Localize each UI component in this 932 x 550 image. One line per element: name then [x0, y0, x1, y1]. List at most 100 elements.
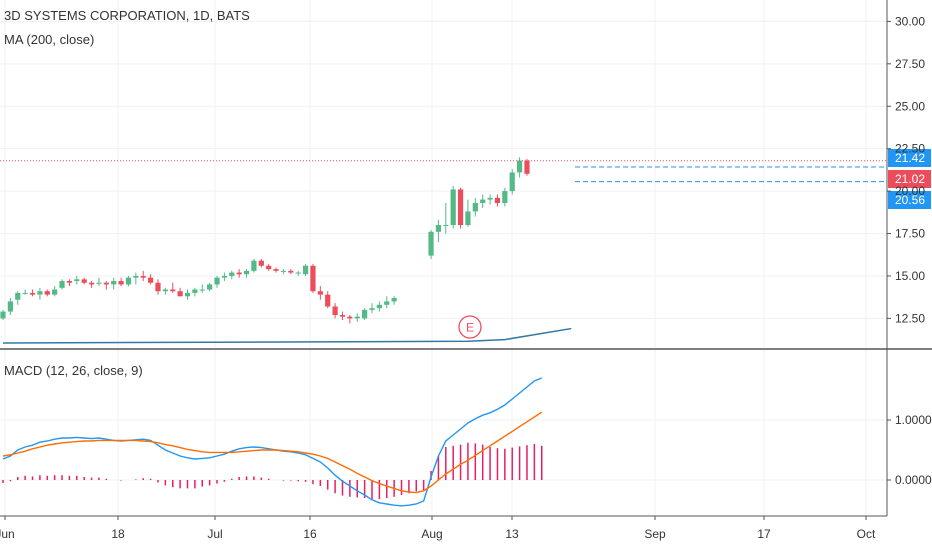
candle — [44, 289, 50, 297]
macd-tick-label: 1.0000 — [895, 413, 932, 427]
candle — [450, 186, 456, 229]
price-tag: 21.02 — [888, 170, 931, 188]
candle-body — [435, 225, 442, 232]
candle-body — [111, 281, 117, 285]
candle-body — [214, 277, 220, 285]
candle-body — [15, 292, 21, 300]
candle — [52, 286, 58, 297]
candles-layer — [0, 157, 530, 324]
candle-body — [325, 294, 331, 307]
candle — [184, 289, 191, 300]
candle — [140, 270, 146, 282]
candle-body — [457, 189, 464, 226]
macd-tick-label: 0.0000 — [895, 473, 932, 487]
candle — [502, 187, 508, 207]
candle — [288, 269, 294, 275]
candle-body — [177, 291, 183, 297]
candle-body — [480, 199, 486, 203]
candle-body — [384, 301, 390, 305]
candle-body — [221, 275, 227, 278]
earnings-marker[interactable]: E — [458, 315, 482, 339]
candle — [266, 264, 272, 271]
candle-body — [280, 270, 287, 272]
candle-body — [450, 189, 456, 226]
candle-body — [369, 308, 375, 310]
candle — [229, 270, 235, 280]
price-tick-label: 17.50 — [895, 227, 925, 241]
candle-body — [494, 197, 501, 203]
candle-body — [487, 197, 493, 200]
candle — [15, 291, 21, 305]
candle — [258, 258, 264, 268]
candle — [111, 277, 117, 290]
candle — [524, 158, 530, 176]
candle — [317, 286, 323, 300]
candle — [221, 272, 227, 282]
price-tag-label: 20.56 — [895, 193, 925, 207]
candle — [236, 269, 242, 278]
candle — [273, 267, 279, 273]
candle-body — [170, 289, 176, 292]
candle-body — [465, 211, 471, 226]
candle-body — [66, 281, 73, 283]
ma-200-line — [2, 327, 572, 344]
candle-body — [288, 270, 294, 273]
candle-body — [472, 202, 478, 212]
grid-lines — [0, 0, 887, 516]
candle-body — [52, 289, 58, 295]
macd-histogram-layer — [2, 442, 543, 500]
candle-body — [509, 172, 515, 192]
signal-line — [2, 411, 543, 494]
time-tick-label: Sep — [644, 527, 666, 541]
candle-body — [29, 292, 36, 295]
candle — [66, 279, 73, 287]
candle — [155, 279, 161, 295]
candle — [88, 281, 95, 288]
time-tick-label: Aug — [421, 527, 442, 541]
candle — [376, 301, 382, 312]
candle-body — [199, 289, 205, 291]
candle — [465, 199, 471, 227]
candle — [96, 277, 102, 287]
candle — [207, 282, 213, 292]
candle — [310, 264, 316, 293]
candle-body — [347, 316, 353, 319]
candle — [472, 197, 478, 217]
candle-body — [339, 314, 346, 317]
candle — [362, 308, 368, 321]
candle — [457, 187, 464, 229]
time-tick-label: 18 — [111, 527, 125, 541]
candle-body — [162, 289, 168, 292]
macd-lines-layer — [2, 377, 543, 507]
price-tick-label: 15.00 — [895, 269, 925, 283]
ma-legend: MA (200, close) — [4, 32, 95, 47]
candle — [103, 281, 109, 290]
candle-body — [376, 304, 382, 309]
candle-body — [266, 265, 272, 270]
price-tick-label: 20.00 — [895, 184, 925, 198]
candle — [81, 277, 87, 285]
price-tag: 20.56 — [888, 191, 931, 209]
candle-body — [74, 279, 80, 282]
candle-body — [96, 282, 102, 284]
candle — [384, 296, 390, 309]
price-tag-box — [888, 191, 931, 209]
earnings-marker-label: E — [466, 321, 474, 335]
candle-body — [88, 282, 95, 285]
candle — [295, 270, 301, 276]
candle — [428, 230, 434, 259]
candle — [480, 194, 486, 209]
candle-body — [192, 289, 198, 293]
candle-body — [295, 272, 301, 274]
candle — [199, 284, 205, 293]
candle — [162, 287, 168, 295]
candle-body — [140, 275, 146, 278]
price-tick-label: 27.50 — [895, 57, 925, 71]
candle-body — [302, 265, 309, 275]
candle — [517, 157, 523, 178]
price-tick-label: 25.00 — [895, 99, 925, 113]
price-overlay-layer: 21.42 21.02 20.56 — [0, 149, 931, 209]
candle-body — [251, 260, 257, 271]
candle — [332, 303, 338, 319]
